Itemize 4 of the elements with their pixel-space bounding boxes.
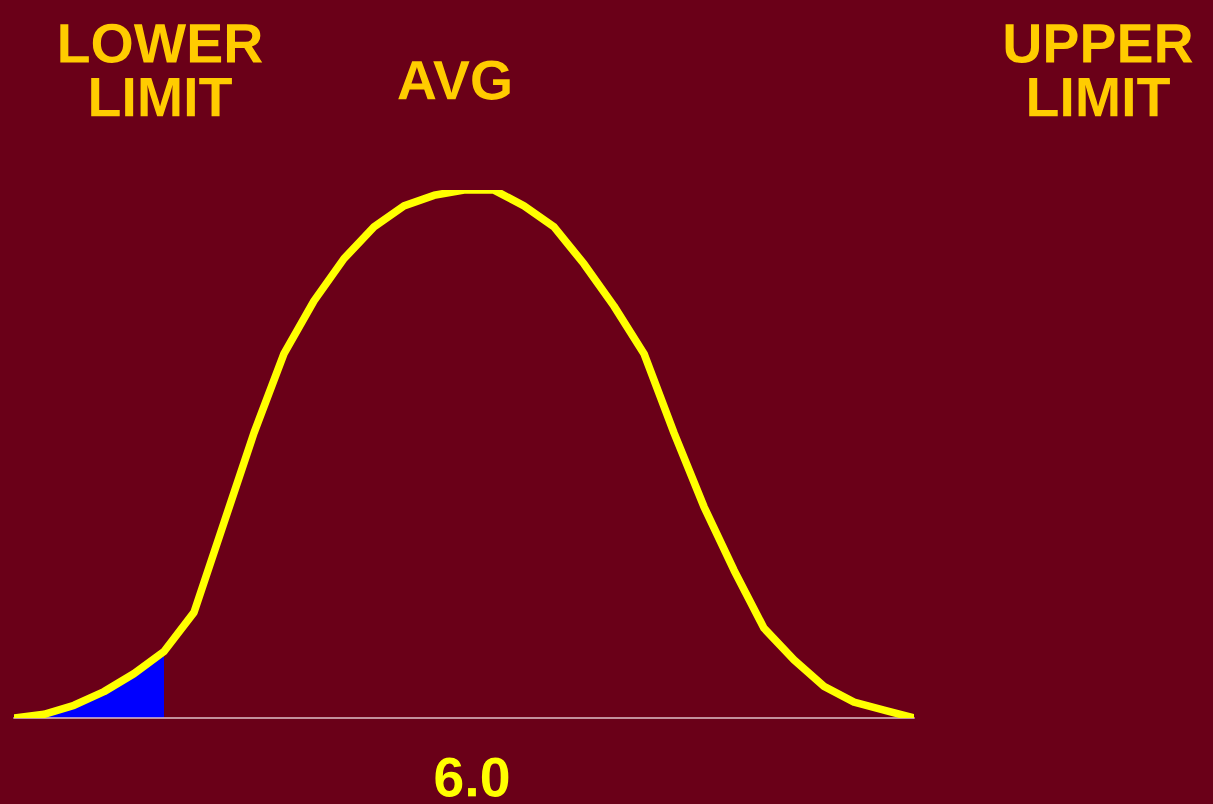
text: 6.0: [435, 757, 509, 797]
text: LOWER LIMIT: [60, 23, 263, 117]
text: AVG: [398, 60, 510, 100]
text: UPPER LIMIT: [1005, 24, 1193, 117]
